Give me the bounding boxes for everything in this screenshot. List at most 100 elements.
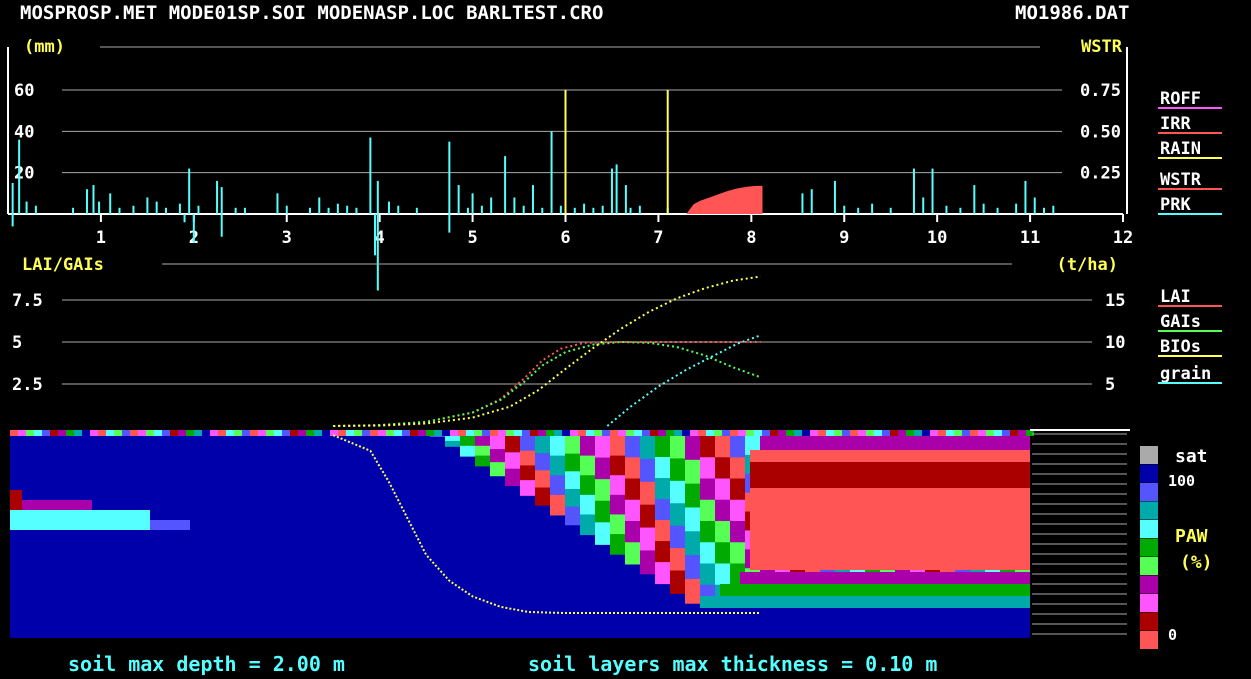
soil-cell xyxy=(475,455,490,467)
soil-surface-cell xyxy=(730,430,738,436)
soil-surface-cell xyxy=(434,430,442,436)
series-grain-line xyxy=(606,334,761,427)
soil-cell xyxy=(10,510,150,530)
crop-legend-label: grain xyxy=(1160,364,1211,384)
wstr-area xyxy=(686,185,763,214)
soil-cell xyxy=(685,555,700,580)
soil-cell xyxy=(595,436,610,459)
soil-surface-cell xyxy=(866,430,874,436)
paw-legend-swatch xyxy=(1140,612,1158,631)
x-tick-label: 5 xyxy=(467,228,477,248)
soil-cell xyxy=(565,506,580,526)
soil-cell xyxy=(670,570,685,594)
soil-surface-cell xyxy=(154,430,162,436)
soil-surface-cell xyxy=(834,430,842,436)
soil-surface-cell xyxy=(538,430,546,436)
crop-right-tick-label: 15 xyxy=(1105,291,1125,311)
x-tick-label: 8 xyxy=(746,228,756,248)
soil-surface-cell xyxy=(450,430,458,436)
soil-cell xyxy=(475,436,490,447)
paw-legend-swatch xyxy=(1140,501,1158,520)
soil-surface-cell xyxy=(474,430,482,436)
soil-surface-cell xyxy=(658,430,666,436)
water-legend-label: WSTR xyxy=(1160,170,1202,190)
x-tick-label: 12 xyxy=(1113,228,1133,248)
soil-cell xyxy=(625,499,640,522)
soil-surface-cell xyxy=(458,430,466,436)
soil-cell xyxy=(520,480,535,496)
soil-surface-cell xyxy=(618,430,626,436)
soil-cell xyxy=(670,525,685,550)
soil-surface-cell xyxy=(794,430,802,436)
paw-legend-max: 100 xyxy=(1168,472,1195,490)
water-right-axis-label: WSTR xyxy=(1081,37,1123,57)
soil-surface-cell xyxy=(490,430,498,436)
soil-cell xyxy=(610,436,625,457)
soil-surface-cell xyxy=(970,430,978,436)
x-tick-label: 11 xyxy=(1020,228,1040,248)
soil-surface-cell xyxy=(290,430,298,436)
soil-cell xyxy=(640,504,655,529)
paw-legend-title: PAW xyxy=(1175,526,1208,547)
soil-cell xyxy=(10,490,22,510)
soil-surface-cell xyxy=(626,430,634,436)
soil-cell xyxy=(655,541,670,564)
soil-cell xyxy=(150,520,190,530)
paw-legend-sat: sat xyxy=(1175,446,1208,467)
soil-cell xyxy=(655,562,670,585)
soil-surface-cell xyxy=(674,430,682,436)
soil-cell xyxy=(730,542,745,565)
soil-surface-cell xyxy=(74,430,82,436)
soil-surface-cell xyxy=(482,430,490,436)
soil-cell xyxy=(505,468,520,487)
soil-cell xyxy=(565,453,580,473)
soil-surface-cell xyxy=(810,430,818,436)
soil-surface-cell xyxy=(146,430,154,436)
soil-surface-cell xyxy=(34,430,42,436)
soil-cell xyxy=(730,457,745,480)
soil-surface-cell xyxy=(82,430,90,436)
soil-cell xyxy=(740,572,1030,584)
soil-cell xyxy=(445,436,460,442)
soil-cell xyxy=(550,436,565,457)
soil-surface-cell xyxy=(594,430,602,436)
water-legend-label: ROFF xyxy=(1160,89,1201,109)
soil-cell xyxy=(580,436,595,457)
soil-surface-cell xyxy=(170,430,178,436)
soil-surface-cell xyxy=(282,430,290,436)
soil-surface-cell xyxy=(570,430,578,436)
soil-surface-cell xyxy=(130,430,138,436)
soil-cell xyxy=(22,500,92,510)
soil-cell xyxy=(640,527,655,552)
soil-surface-cell xyxy=(58,430,66,436)
soil-surface-cell xyxy=(914,430,922,436)
soil-surface-cell xyxy=(26,430,34,436)
soil-surface-cell xyxy=(1002,430,1010,436)
soil-surface-cell xyxy=(882,430,890,436)
soil-cell xyxy=(700,436,715,459)
soil-surface-cell xyxy=(666,430,674,436)
soil-surface-cell xyxy=(466,430,474,436)
soil-cell xyxy=(610,494,625,516)
soil-cell xyxy=(700,521,715,544)
soil-cell xyxy=(535,470,550,489)
soil-surface-cell xyxy=(346,430,354,436)
soil-surface-cell xyxy=(370,430,378,436)
soil-cell xyxy=(685,507,700,533)
soil-cell xyxy=(520,450,535,467)
soil-cell xyxy=(520,436,535,452)
soil-cell xyxy=(700,499,715,522)
crop-legend-label: LAI xyxy=(1160,287,1191,307)
soil-surface-cell xyxy=(650,430,658,436)
soil-cell xyxy=(610,534,625,555)
soil-cell xyxy=(700,457,715,480)
soil-surface-cell xyxy=(338,430,346,436)
soil-surface-cell xyxy=(258,430,266,436)
soil-cell xyxy=(505,452,520,470)
crop-left-tick-label: 5 xyxy=(12,333,22,353)
soil-cell xyxy=(700,563,715,586)
soil-cell xyxy=(460,445,475,457)
paw-legend-swatch xyxy=(1140,446,1158,464)
soil-cell xyxy=(715,457,730,480)
soil-surface-cell xyxy=(930,430,938,436)
